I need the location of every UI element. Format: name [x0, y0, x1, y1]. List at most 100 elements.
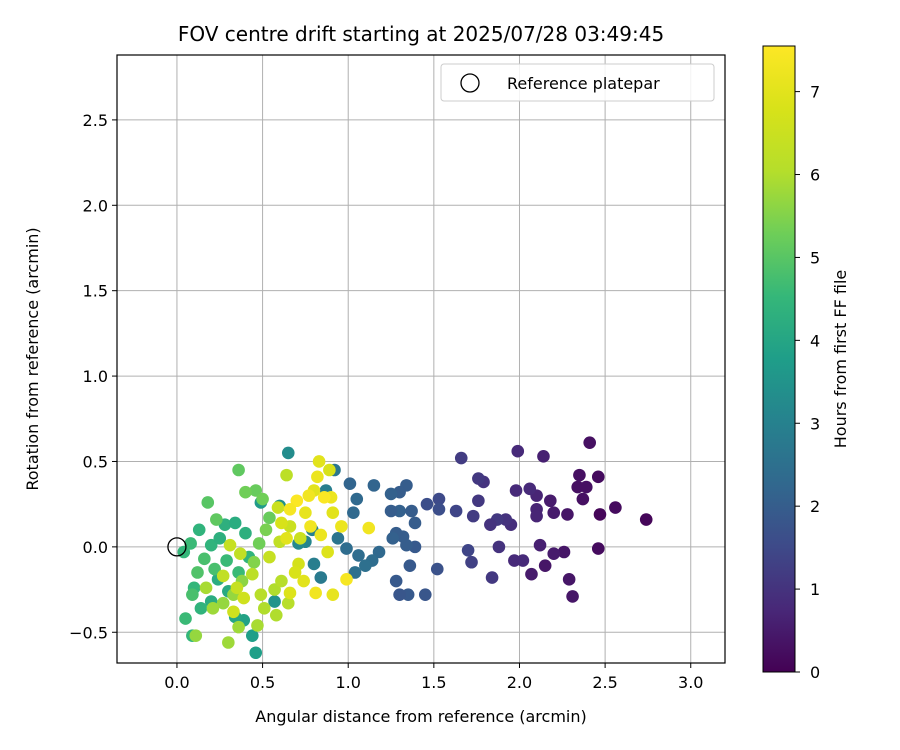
scatter-point — [384, 504, 398, 518]
scatter-point — [386, 532, 400, 545]
scatter-point — [591, 470, 605, 484]
scatter-point — [220, 554, 233, 567]
scatter-point — [516, 554, 530, 567]
colorbar-label: Hours from first FF file — [831, 270, 850, 449]
scatter-point — [530, 509, 543, 523]
scatter-point — [280, 532, 293, 545]
colorbar-tick-label: 0 — [810, 663, 820, 682]
scatter-point — [210, 513, 223, 526]
scatter-point — [192, 523, 206, 537]
scatter-point — [254, 588, 268, 601]
scatter-point — [297, 574, 310, 588]
scatter-point — [216, 569, 230, 583]
legend-box — [440, 63, 715, 102]
scatter-point — [454, 451, 468, 465]
scatter-point — [418, 588, 432, 601]
scatter-point — [389, 574, 403, 588]
scatter-point — [317, 491, 331, 504]
scatter-point — [432, 502, 446, 516]
scatter-point — [593, 508, 607, 521]
grid-lines — [117, 55, 725, 663]
scatter-point — [179, 612, 192, 625]
scatter-point — [485, 571, 499, 584]
scatter-point — [194, 602, 208, 615]
scatter-point — [472, 472, 485, 485]
scatter-point — [350, 492, 364, 506]
scatter-point — [523, 482, 537, 496]
scatter-point — [449, 504, 463, 518]
scatter-point — [408, 516, 422, 530]
scatter-point — [348, 566, 362, 579]
scatter-point — [461, 543, 475, 557]
scatter-point — [283, 586, 297, 600]
x-tick-label: 1.5 — [421, 673, 446, 692]
y-axis-ticks: −0.5 0.0 0.5 1.0 1.5 2.0 2.5 — [69, 111, 117, 642]
colorbar-tick-label: 4 — [810, 331, 820, 350]
scatter-point — [304, 520, 317, 533]
y-tick-label: 2.5 — [83, 111, 108, 130]
scatter-point — [393, 588, 406, 601]
scatter-point — [557, 545, 571, 559]
scatter-point — [312, 455, 326, 468]
scatter-point — [247, 555, 261, 569]
scatter-point — [230, 581, 244, 595]
scatter-point — [591, 542, 605, 555]
scatter-point — [290, 494, 304, 508]
scatter-point — [509, 484, 523, 497]
scatter-point — [323, 463, 336, 477]
scatter-point — [573, 468, 586, 482]
scatter-point — [359, 559, 372, 572]
scatter-point — [465, 555, 478, 569]
colorbar-tick-label: 5 — [810, 248, 820, 267]
scatter-point — [299, 506, 312, 520]
scatter-point — [223, 538, 237, 552]
data-points — [177, 436, 653, 660]
y-tick-label: 1.0 — [83, 367, 108, 386]
scatter-point — [275, 516, 288, 530]
scatter-point — [340, 542, 353, 555]
scatter-point — [198, 552, 211, 566]
scatter-point — [208, 562, 221, 576]
scatter-point — [405, 504, 418, 518]
scatter-point — [232, 620, 245, 634]
colorbar-tick-label: 7 — [810, 83, 820, 102]
scatter-point — [525, 567, 538, 581]
scatter-point — [239, 485, 252, 499]
scatter-point — [268, 583, 281, 596]
y-tick-label: 2.0 — [83, 196, 108, 215]
scatter-point — [239, 526, 252, 540]
scatter-point — [249, 484, 263, 497]
scatter-point — [281, 446, 295, 460]
scatter-point — [492, 540, 506, 554]
x-tick-label: 3.0 — [678, 673, 703, 692]
scatter-point — [326, 506, 340, 520]
scatter-point — [562, 573, 576, 586]
scatter-point — [343, 477, 357, 490]
scatter-point — [362, 521, 376, 535]
scatter-point — [309, 586, 322, 600]
scatter-point — [533, 538, 547, 552]
scatter-point — [275, 574, 288, 588]
scatter-point — [547, 506, 561, 520]
x-tick-label: 1.0 — [335, 673, 360, 692]
scatter-point — [472, 494, 485, 508]
scatter-point — [283, 502, 297, 516]
y-tick-label: 0.5 — [83, 452, 108, 471]
scatter-point — [189, 629, 203, 642]
colorbar-tick-label: 6 — [810, 166, 820, 185]
scatter-point — [256, 492, 269, 506]
scatter-point — [222, 636, 235, 649]
scatter-point — [280, 468, 293, 482]
scatter-point — [430, 562, 444, 576]
scatter-point — [281, 596, 295, 610]
scatter-point — [269, 608, 283, 622]
scatter-point — [340, 573, 353, 586]
scatter-point — [372, 545, 386, 559]
scatter-point — [186, 588, 199, 601]
scatter-point — [263, 550, 276, 564]
legend: Reference platepar — [440, 63, 715, 102]
y-axis-label: Rotation from reference (arcmin) — [23, 227, 42, 490]
colorbar-tick-label: 2 — [810, 497, 820, 516]
y-tick-label: 1.5 — [83, 282, 108, 301]
chart-title: FOV centre drift starting at 2025/07/28 … — [178, 22, 664, 46]
